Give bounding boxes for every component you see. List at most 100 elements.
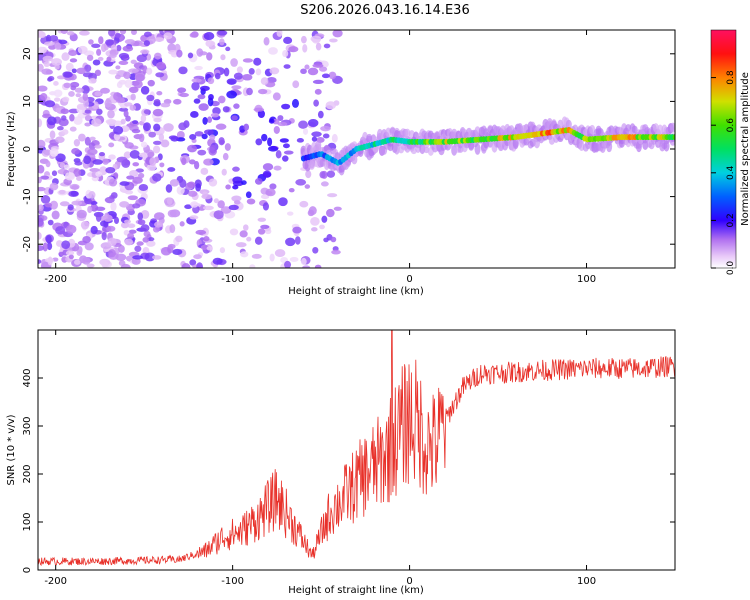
spectrogram-cell bbox=[128, 86, 139, 93]
spectrogram-cell bbox=[167, 167, 176, 172]
spectrogram-cell bbox=[70, 85, 77, 91]
spectrogram-cell bbox=[38, 118, 43, 128]
spectrogram-cell bbox=[44, 100, 56, 108]
spectrogram-cell bbox=[65, 224, 77, 234]
spectrogram-cell bbox=[101, 231, 107, 241]
spectrogram-cell bbox=[163, 123, 174, 132]
spectrogram-xtick-label: 100 bbox=[577, 274, 596, 285]
spectrogram-cell bbox=[312, 79, 324, 84]
spectrogram-cell bbox=[149, 157, 157, 167]
spectrogram-cell bbox=[59, 201, 70, 207]
spectrogram-cell bbox=[87, 148, 98, 156]
spectrogram-cell bbox=[74, 87, 84, 93]
spectrogram-cell bbox=[74, 259, 81, 265]
spectrogram-cell bbox=[51, 58, 63, 66]
spectrogram-cell bbox=[208, 93, 214, 101]
spectrogram-cell bbox=[155, 72, 165, 78]
spectrogram-cell bbox=[296, 138, 304, 143]
spectrogram-cell bbox=[313, 99, 319, 107]
spectrogram-cell bbox=[300, 257, 307, 266]
spectrogram-cell bbox=[289, 256, 299, 262]
spectrogram-cell bbox=[285, 237, 296, 247]
spectrogram-cell bbox=[246, 198, 256, 205]
spectrogram-cell bbox=[474, 143, 481, 155]
spectrogram-cell bbox=[95, 171, 103, 177]
spectrogram-cell bbox=[160, 102, 171, 108]
spectrogram-cell bbox=[49, 35, 59, 42]
spectrogram-ytick-label: -20 bbox=[22, 236, 33, 252]
spectrogram-cell bbox=[203, 129, 214, 135]
spectrogram-cell bbox=[172, 248, 183, 255]
spectrogram-cell bbox=[124, 79, 133, 88]
colorbar-tick-label: 0.6 bbox=[726, 118, 736, 133]
spectrogram-cell bbox=[103, 214, 113, 222]
spectrogram-cell bbox=[311, 136, 318, 142]
spectrogram-cell bbox=[269, 253, 275, 262]
spectrogram-cell bbox=[57, 125, 64, 131]
spectrogram-cell bbox=[84, 242, 94, 251]
spectrogram-cell bbox=[249, 264, 256, 268]
spectrogram-cell bbox=[265, 188, 276, 197]
snr-xtick-label: -200 bbox=[44, 576, 67, 587]
spectrogram-cell bbox=[221, 168, 227, 176]
spectrogram-cell bbox=[91, 118, 102, 127]
spectrogram-cell bbox=[38, 164, 45, 174]
spectrogram-cell bbox=[115, 65, 121, 70]
spectrogram-cell bbox=[55, 153, 66, 163]
spectrogram-cell bbox=[235, 242, 247, 248]
spectrogram-cell bbox=[38, 217, 44, 227]
spectrogram-cell bbox=[279, 138, 289, 143]
spectrogram-cell bbox=[242, 58, 254, 63]
spectrogram-cell bbox=[284, 260, 292, 268]
colorbar-label: Normalized spectral amplitude bbox=[740, 72, 750, 226]
spectrogram-cell bbox=[152, 255, 162, 260]
spectrogram-cell bbox=[330, 236, 337, 243]
spectrogram-cell bbox=[140, 224, 150, 232]
spectrogram-cell bbox=[196, 48, 204, 57]
spectrogram-cell bbox=[194, 131, 204, 137]
spectrogram-cell bbox=[80, 220, 90, 230]
spectrogram-cell bbox=[156, 91, 163, 96]
spectrogram-cell bbox=[118, 245, 125, 253]
spectrogram-cell bbox=[193, 254, 202, 260]
spectrogram-cell bbox=[132, 162, 140, 167]
spectrogram-cell bbox=[203, 158, 214, 166]
spectrogram-cell bbox=[76, 209, 87, 219]
spectrogram-cell bbox=[200, 167, 209, 175]
spectrogram-cell bbox=[44, 257, 55, 263]
spectrogram-cell bbox=[76, 249, 83, 256]
spectrogram-cell bbox=[231, 85, 242, 90]
spectrogram-cell bbox=[84, 109, 91, 114]
spectrogram-cell bbox=[132, 176, 143, 184]
spectrogram-cell bbox=[319, 224, 325, 230]
spectrogram-cell bbox=[143, 40, 151, 47]
spectrogram-cell bbox=[321, 215, 328, 223]
spectrogram-cell bbox=[143, 31, 152, 38]
spectrogram-cell bbox=[107, 109, 115, 119]
spectrogram-cell bbox=[49, 200, 59, 210]
spectrogram-cell bbox=[240, 251, 249, 258]
spectrogram-cell bbox=[194, 65, 203, 71]
spectrogram-cell bbox=[47, 77, 53, 82]
spectrogram-cell bbox=[69, 58, 78, 63]
spectrogram-cell bbox=[219, 247, 226, 254]
spectrogram-cell bbox=[269, 67, 280, 75]
spectrogram-cell bbox=[77, 45, 88, 54]
spectrogram-cell bbox=[281, 103, 291, 110]
spectrogram-cell bbox=[123, 110, 129, 118]
spectrogram-cell bbox=[92, 159, 103, 165]
spectrogram-cell bbox=[63, 164, 70, 170]
spectrogram-cell bbox=[245, 191, 252, 199]
spectrogram-cell bbox=[254, 236, 263, 245]
spectrogram-cell bbox=[96, 48, 102, 56]
spectrogram-cell bbox=[123, 71, 131, 80]
spectrogram-cell bbox=[152, 140, 162, 145]
spectrogram-cell bbox=[132, 255, 144, 260]
spectrogram-cells bbox=[38, 30, 675, 268]
spectrogram-cell bbox=[283, 143, 290, 149]
spectrogram-cell bbox=[329, 38, 338, 43]
spectrogram-cell bbox=[226, 90, 237, 99]
spectrogram-cell bbox=[565, 119, 572, 130]
spectrogram-cell bbox=[43, 149, 52, 156]
